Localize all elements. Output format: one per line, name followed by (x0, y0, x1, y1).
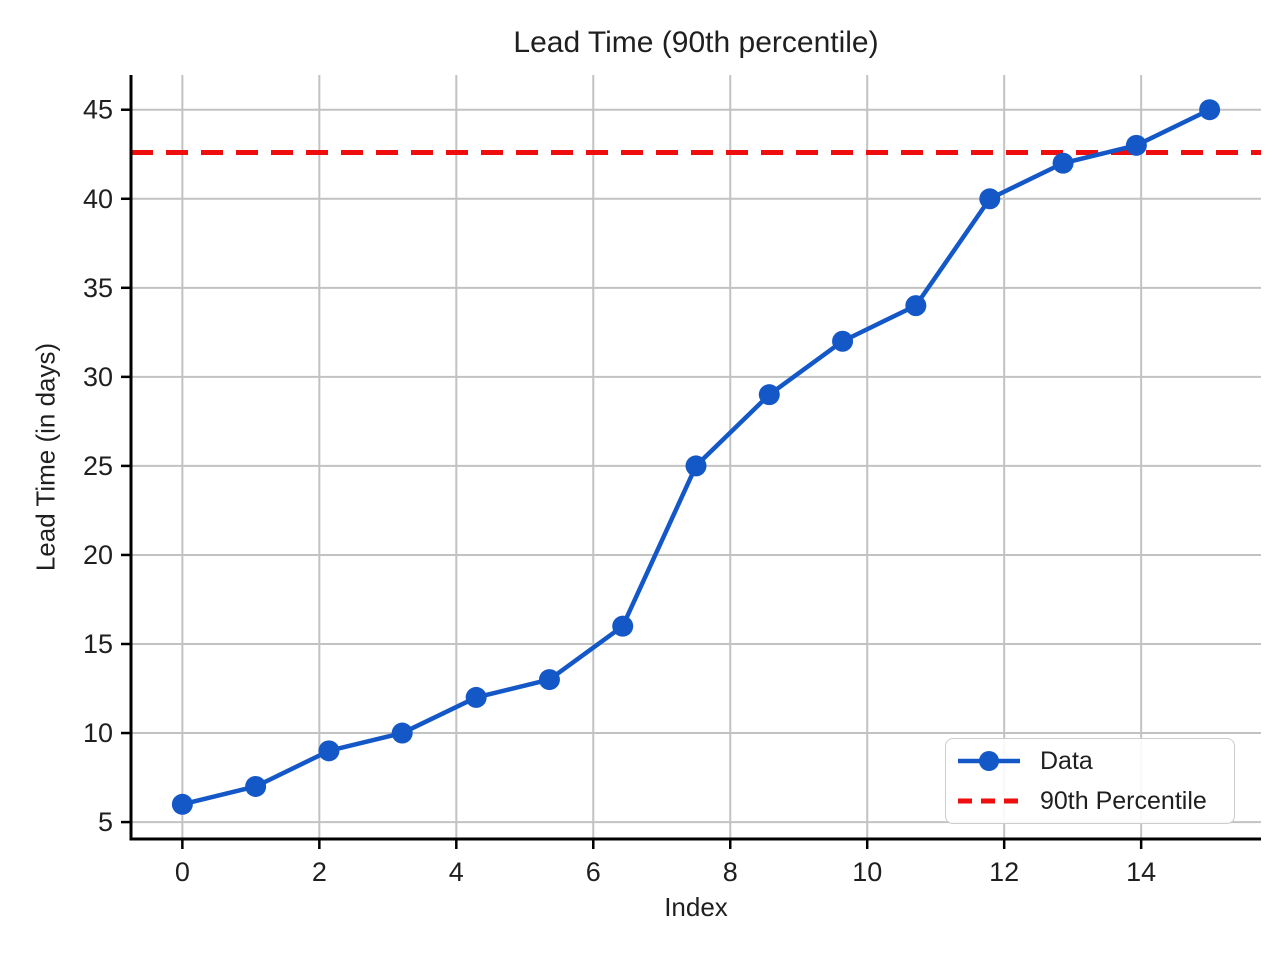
y-tick-label: 15 (83, 629, 113, 659)
x-tick-label: 10 (852, 857, 882, 887)
chart-title: Lead Time (90th percentile) (513, 26, 879, 59)
x-tick-label: 0 (175, 857, 190, 887)
y-tick-label: 20 (83, 540, 113, 570)
data-point (758, 384, 780, 406)
data-point (1125, 134, 1147, 156)
legend: Data 90th Percentile (945, 738, 1235, 824)
data-point (832, 330, 854, 352)
data-point (905, 295, 927, 317)
data-point (979, 188, 1001, 210)
legend-label-percentile: 90th Percentile (1040, 786, 1207, 815)
data-point (1052, 152, 1074, 174)
y-tick-label: 10 (83, 718, 113, 748)
data-point (391, 722, 413, 744)
legend-item-percentile: 90th Percentile (956, 785, 1222, 817)
data-point (465, 686, 487, 708)
y-tick-label: 30 (83, 362, 113, 392)
percentile-dashed-line-icon (958, 798, 1020, 804)
y-tick-label: 35 (83, 273, 113, 303)
x-tick-label: 8 (723, 857, 738, 887)
y-tick-label: 5 (98, 807, 113, 837)
x-tick-label: 12 (989, 857, 1019, 887)
x-tick-label: 4 (449, 857, 464, 887)
data-point (318, 740, 340, 762)
y-tick-label: 40 (83, 184, 113, 214)
y-tick-label: 25 (83, 451, 113, 481)
legend-label-data: Data (1040, 746, 1093, 775)
y-tick-label: 45 (83, 95, 113, 125)
data-point (1199, 99, 1221, 121)
x-tick-label: 2 (312, 857, 327, 887)
x-tick-label: 14 (1126, 857, 1156, 887)
y-axis-label: Lead Time (in days) (30, 342, 61, 572)
data-series-line-icon (958, 751, 1020, 771)
data-point (171, 793, 193, 815)
data-point (538, 669, 560, 691)
x-axis-label: Index (664, 892, 728, 922)
x-tick-label: 6 (586, 857, 601, 887)
data-point (245, 775, 267, 797)
data-point (612, 615, 634, 637)
data-point (685, 455, 707, 477)
legend-item-data: Data (956, 745, 1222, 777)
